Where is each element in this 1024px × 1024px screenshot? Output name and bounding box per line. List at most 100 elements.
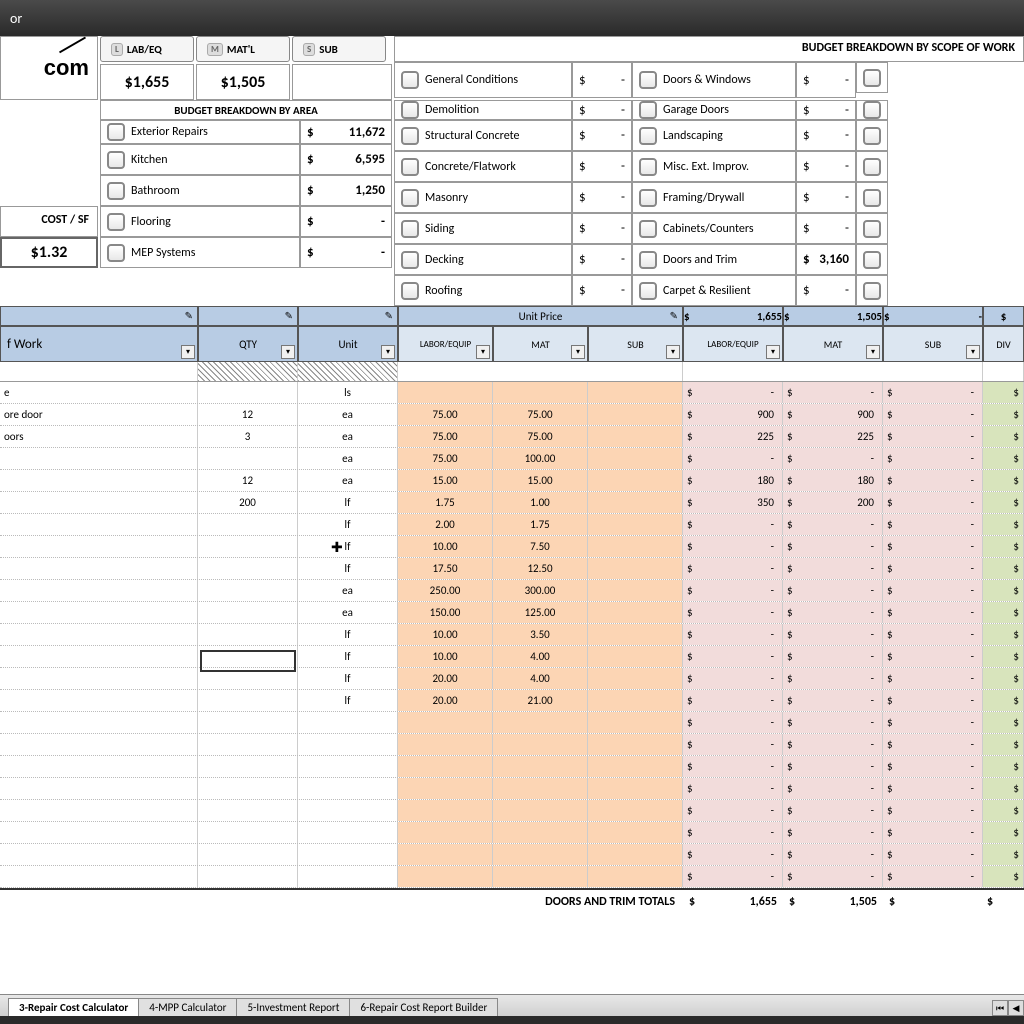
col-ext-mat[interactable]: MAT▾ xyxy=(783,326,883,362)
scope-item[interactable]: Roofing xyxy=(394,275,572,306)
scope-item[interactable]: Doors and Trim xyxy=(632,244,796,275)
checkbox[interactable] xyxy=(401,282,419,300)
table-row[interactable]: 200 lf 1.75 1.00 $350 $200 $- $ xyxy=(0,492,1024,514)
area-item[interactable]: MEP Systems xyxy=(100,237,300,268)
table-row[interactable]: ea 150.00 125.00 $- $- $- $ xyxy=(0,602,1024,624)
filter-icon[interactable]: ▾ xyxy=(381,345,395,359)
table-row[interactable]: $- $- $- $ xyxy=(0,734,1024,756)
scope-item[interactable]: Masonry xyxy=(394,182,572,213)
checkbox[interactable] xyxy=(107,213,125,231)
col-qty[interactable]: QTY ▾ xyxy=(198,326,298,362)
checkbox[interactable] xyxy=(639,220,657,238)
checkbox[interactable] xyxy=(401,158,419,176)
active-cell[interactable] xyxy=(200,650,296,672)
area-item[interactable]: Bathroom xyxy=(100,175,300,206)
scope-item[interactable]: Siding xyxy=(394,213,572,244)
checkbox[interactable] xyxy=(401,127,419,145)
checkbox[interactable] xyxy=(639,71,657,89)
area-item[interactable]: Flooring xyxy=(100,206,300,237)
table-row[interactable]: lf 10.00 4.00 $- $- $- $ xyxy=(0,646,1024,668)
scope-item[interactable]: Carpet & Resilient xyxy=(632,275,796,306)
checkbox[interactable] xyxy=(107,244,125,262)
col-labor[interactable]: LABOR/EQUIP▾ xyxy=(398,326,493,362)
table-row[interactable]: $- $- $- $ xyxy=(0,800,1024,822)
table-row[interactable]: lf 20.00 21.00 $- $- $- $ xyxy=(0,690,1024,712)
table-row[interactable]: $- $- $- $ xyxy=(0,822,1024,844)
col-sub[interactable]: SUB▾ xyxy=(588,326,683,362)
scope-item[interactable]: Misc. Ext. Improv. xyxy=(632,151,796,182)
checkbox[interactable] xyxy=(863,220,881,238)
scope-item[interactable]: Demolition xyxy=(394,100,572,120)
filter-icon[interactable]: ▾ xyxy=(281,345,295,359)
table-row[interactable]: e ls $- $- $- $ xyxy=(0,382,1024,404)
checkbox[interactable] xyxy=(863,69,881,87)
col-work[interactable]: f Work ▾ xyxy=(0,326,198,362)
header-tab[interactable]: SSUB xyxy=(292,36,386,62)
table-row[interactable]: $- $- $- $ xyxy=(0,866,1024,888)
table-row[interactable]: lf 17.50 12.50 $- $- $- $ xyxy=(0,558,1024,580)
scroll-left[interactable]: ◀ xyxy=(1008,1000,1024,1016)
sheet-tab[interactable]: 3-Repair Cost Calculator xyxy=(8,998,139,1016)
checkbox[interactable] xyxy=(863,189,881,207)
checkbox[interactable] xyxy=(863,127,881,145)
scope-item[interactable]: Cabinets/Counters xyxy=(632,213,796,244)
scope-item[interactable]: Doors & Windows xyxy=(632,62,796,98)
table-row[interactable]: ore door 12 ea 75.00 75.00 $900 $900 $- … xyxy=(0,404,1024,426)
checkbox[interactable] xyxy=(863,251,881,269)
checkbox[interactable] xyxy=(639,158,657,176)
col-mat[interactable]: MAT▾ xyxy=(493,326,588,362)
sheet-tab[interactable]: 5-Investment Report xyxy=(236,998,350,1016)
checkbox[interactable] xyxy=(107,151,125,169)
scope-item[interactable]: Structural Concrete xyxy=(394,120,572,151)
checkbox[interactable] xyxy=(401,189,419,207)
col-unit[interactable]: Unit ▾ xyxy=(298,326,398,362)
header-tab[interactable]: MMAT'L xyxy=(196,36,290,62)
scroll-first[interactable]: ⏮ xyxy=(992,1000,1008,1016)
table-row[interactable]: 12 ea 15.00 15.00 $180 $180 $- $ xyxy=(0,470,1024,492)
checkbox[interactable] xyxy=(639,189,657,207)
grid-body[interactable]: e ls $- $- $- $ ore door 12 ea 75.00 75.… xyxy=(0,382,1024,888)
header-tab[interactable]: LLAB/EQ xyxy=(100,36,194,62)
col-ext-sub[interactable]: SUB▾ xyxy=(883,326,983,362)
col-ext-labor[interactable]: LABOR/EQUIP▾ xyxy=(683,326,783,362)
area-item[interactable]: Exterior Repairs xyxy=(100,120,300,144)
table-row[interactable]: lf 10.00 7.50 $- $- $- $ xyxy=(0,536,1024,558)
table-row[interactable]: oors 3 ea 75.00 75.00 $225 $225 $- $ xyxy=(0,426,1024,448)
checkbox[interactable] xyxy=(639,282,657,300)
checkbox[interactable] xyxy=(639,127,657,145)
scope-item[interactable]: Framing/Drywall xyxy=(632,182,796,213)
table-row[interactable]: lf 20.00 4.00 $- $- $- $ xyxy=(0,668,1024,690)
checkbox[interactable] xyxy=(863,158,881,176)
checkbox[interactable] xyxy=(401,251,419,269)
sheet-tab[interactable]: 6-Repair Cost Report Builder xyxy=(349,998,498,1016)
table-row[interactable]: ea 75.00 100.00 $- $- $- $ xyxy=(0,448,1024,470)
scope-item[interactable]: General Conditions xyxy=(394,62,572,98)
checkbox[interactable] xyxy=(401,71,419,89)
key-badge: M xyxy=(207,43,223,56)
table-row[interactable]: $- $- $- $ xyxy=(0,712,1024,734)
checkbox[interactable] xyxy=(107,182,125,200)
table-row[interactable]: ea 250.00 300.00 $- $- $- $ xyxy=(0,580,1024,602)
scope-item[interactable]: Concrete/Flatwork xyxy=(394,151,572,182)
sheet-tabs[interactable]: 3-Repair Cost Calculator4-MPP Calculator… xyxy=(0,994,1024,1016)
checkbox[interactable] xyxy=(401,220,419,238)
table-row[interactable]: $- $- $- $ xyxy=(0,756,1024,778)
scope-item[interactable]: Decking xyxy=(394,244,572,275)
scope-item[interactable]: Garage Doors xyxy=(632,100,796,120)
table-row[interactable]: $- $- $- $ xyxy=(0,844,1024,866)
area-item[interactable]: Kitchen xyxy=(100,144,300,175)
checkbox[interactable] xyxy=(863,282,881,300)
scope-value: $- xyxy=(572,62,632,98)
table-row[interactable]: lf 2.00 1.75 $- $- $- $ xyxy=(0,514,1024,536)
filter-icon[interactable]: ▾ xyxy=(181,345,195,359)
checkbox[interactable] xyxy=(401,101,419,119)
sheet-tab[interactable]: 4-MPP Calculator xyxy=(138,998,237,1016)
checkbox[interactable] xyxy=(107,123,125,141)
checkbox[interactable] xyxy=(639,101,657,119)
scope-item[interactable]: Landscaping xyxy=(632,120,796,151)
table-row[interactable]: lf 10.00 3.50 $- $- $- $ xyxy=(0,624,1024,646)
table-row[interactable]: $- $- $- $ xyxy=(0,778,1024,800)
checkbox[interactable] xyxy=(639,251,657,269)
checkbox[interactable] xyxy=(863,101,881,119)
col-div[interactable]: DIV xyxy=(983,326,1024,362)
